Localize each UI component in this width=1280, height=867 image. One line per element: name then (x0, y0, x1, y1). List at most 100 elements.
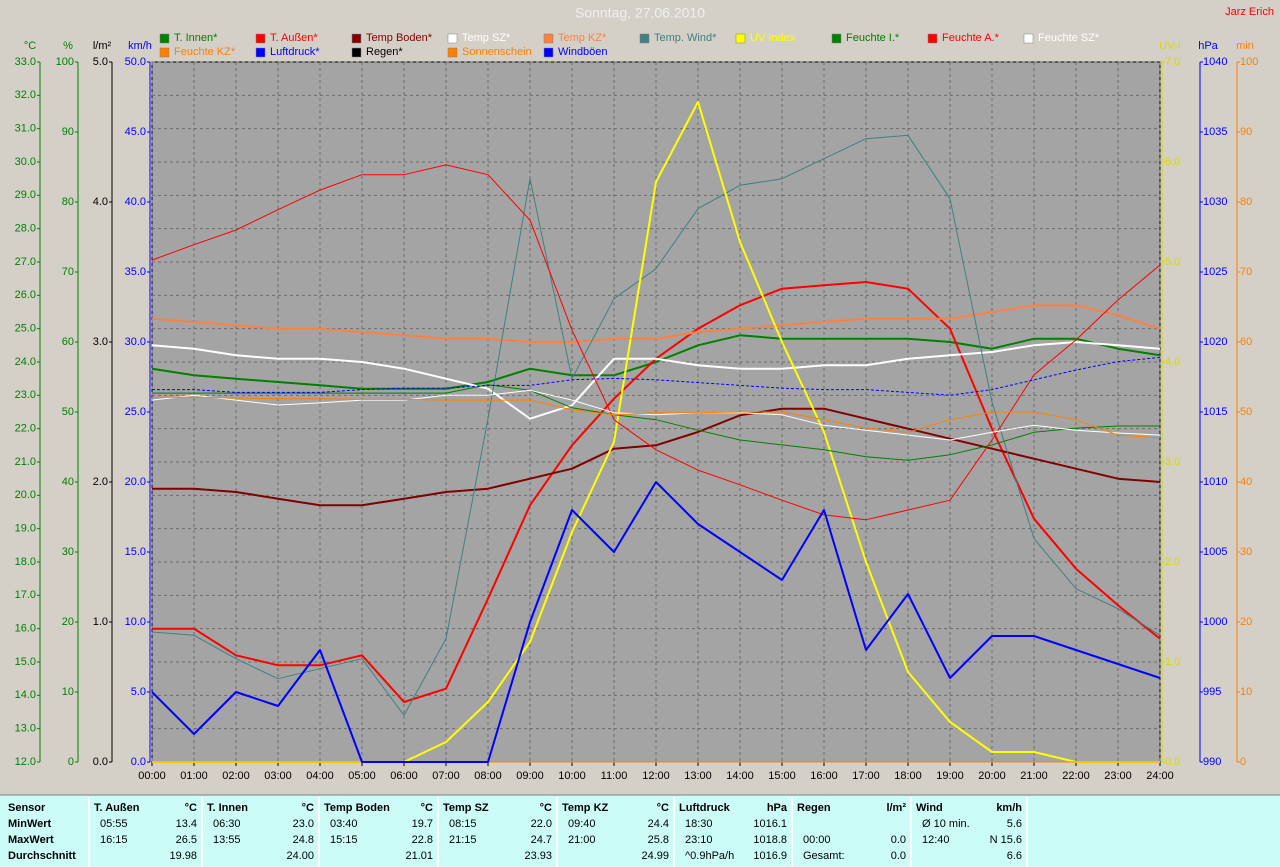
cell-value: 19.98 (169, 850, 197, 862)
x-tick-label: 19:00 (936, 770, 964, 782)
legend-label: Temp. Wind* (654, 32, 717, 44)
legend-swatch (447, 47, 458, 58)
y-tick-label: 23.0 (15, 389, 36, 401)
author: Jarz Erich (1225, 6, 1274, 18)
cell-label: Gesamt: (803, 850, 845, 862)
series-line (151, 164, 1161, 521)
cell-value: 1016.1 (753, 818, 787, 830)
cell-value: 0.0 (891, 850, 906, 862)
cell-value: 19.7 (412, 818, 433, 830)
legend-label: Temp SZ* (462, 32, 511, 44)
y-tick-label: 1025 (1203, 266, 1227, 278)
x-tick-label: 01:00 (180, 770, 208, 782)
cell-value: 24.8 (293, 834, 314, 846)
y-tick-label: 5.0 (131, 686, 146, 698)
y-tick-label: 1000 (1203, 616, 1227, 628)
chart-title: Sonntag, 27.06.2010 (575, 5, 705, 21)
series-line (151, 334, 1161, 390)
legend-label: Temp Boden* (366, 32, 433, 44)
y-tick-label: 15.0 (125, 546, 146, 558)
y-tick-label: 20.0 (15, 489, 36, 501)
legend-swatch (927, 33, 938, 44)
legend-label: Feuchte KZ* (174, 46, 236, 58)
cell-value: 24.00 (286, 850, 314, 862)
y-tick-label: 50 (62, 406, 74, 418)
legend-swatch (447, 33, 458, 44)
y-tick-label: 2.0 (93, 476, 108, 488)
x-tick-label: 03:00 (264, 770, 292, 782)
series-line (152, 396, 1161, 439)
row-label: Sensor (8, 802, 46, 814)
series-line (152, 407, 1161, 507)
y-tick-label: 33.0 (15, 56, 36, 68)
group-name: Temp SZ (443, 802, 489, 814)
cell-value: 0.0 (891, 834, 906, 846)
y-tick-label: 1015 (1203, 406, 1227, 418)
group-name: Wind (916, 802, 943, 814)
series-line (151, 134, 1161, 716)
x-tick-label: 11:00 (601, 770, 628, 782)
cell-value: 5.6 (1007, 818, 1022, 830)
axis-unit: UV-I (1159, 40, 1180, 52)
y-tick-label: 13.0 (15, 723, 36, 735)
y-tick-label: 27.0 (15, 256, 36, 268)
y-tick-label: 80 (62, 196, 74, 208)
x-tick-label: 15:00 (768, 770, 796, 782)
y-tick-label: 10 (1240, 686, 1252, 698)
cell-label: 00:00 (803, 834, 831, 846)
y-tick-label: 1005 (1203, 546, 1227, 558)
legend-label: Feuchte SZ* (1038, 32, 1100, 44)
cell-value: 6.6 (1007, 850, 1022, 862)
y-tick-label: 45.0 (125, 126, 146, 138)
cell-label: 03:40 (330, 818, 358, 830)
legend-label: UV Index (750, 32, 796, 44)
y-tick-label: 100 (1240, 56, 1258, 68)
cell-label: 21:15 (449, 834, 477, 846)
x-tick-label: 13:00 (684, 770, 712, 782)
y-tick-label: 995 (1203, 686, 1221, 698)
cell-label: 06:30 (213, 818, 241, 830)
legend-label: Luftdruck* (270, 46, 320, 58)
y-tick-label: 60 (1240, 336, 1252, 348)
stats-background (0, 795, 1280, 867)
y-tick-label: 4.0 (1165, 356, 1180, 368)
cell-label: 15:15 (330, 834, 358, 846)
legend-swatch (1023, 33, 1034, 44)
y-tick-label: 25.0 (125, 406, 146, 418)
x-tick-label: 02:00 (222, 770, 250, 782)
legend-label: T. Innen* (174, 32, 218, 44)
cell-label: ^0.9hPa/h (685, 850, 734, 862)
y-tick-label: 10 (62, 686, 74, 698)
cell-label: 09:40 (568, 818, 596, 830)
y-tick-label: 90 (62, 126, 74, 138)
y-tick-label: 1030 (1203, 196, 1227, 208)
y-tick-label: 1020 (1203, 336, 1227, 348)
y-tick-label: 17.0 (15, 589, 36, 601)
y-tick-label: 10.0 (125, 616, 146, 628)
y-tick-label: 30.0 (125, 336, 146, 348)
cell-value: 22.0 (531, 818, 552, 830)
group-name: Regen (797, 802, 831, 814)
cell-value: 24.99 (641, 850, 669, 862)
y-tick-label: 20 (1240, 616, 1252, 628)
axis-unit: l/m² (93, 40, 112, 52)
group-unit: °C (657, 802, 669, 814)
legend-swatch (255, 33, 266, 44)
group-name: T. Innen (207, 802, 248, 814)
group-unit: °C (185, 802, 197, 814)
group-name: Luftdruck (679, 802, 731, 814)
cell-label: 05:55 (100, 818, 128, 830)
y-tick-label: 100 (56, 56, 74, 68)
y-tick-label: 30.0 (15, 156, 36, 168)
y-tick-label: 30 (1240, 546, 1252, 558)
y-tick-label: 0.0 (93, 756, 108, 768)
cell-label: 21:00 (568, 834, 596, 846)
legend-label: Feuchte A.* (942, 32, 1000, 44)
y-tick-label: 35.0 (125, 266, 146, 278)
group-unit: hPa (767, 802, 788, 814)
cell-label: Ø 10 min. (922, 818, 970, 830)
row-label: Durchschnitt (8, 850, 76, 862)
cell-value: 23.0 (293, 818, 314, 830)
legend-swatch (831, 33, 842, 44)
